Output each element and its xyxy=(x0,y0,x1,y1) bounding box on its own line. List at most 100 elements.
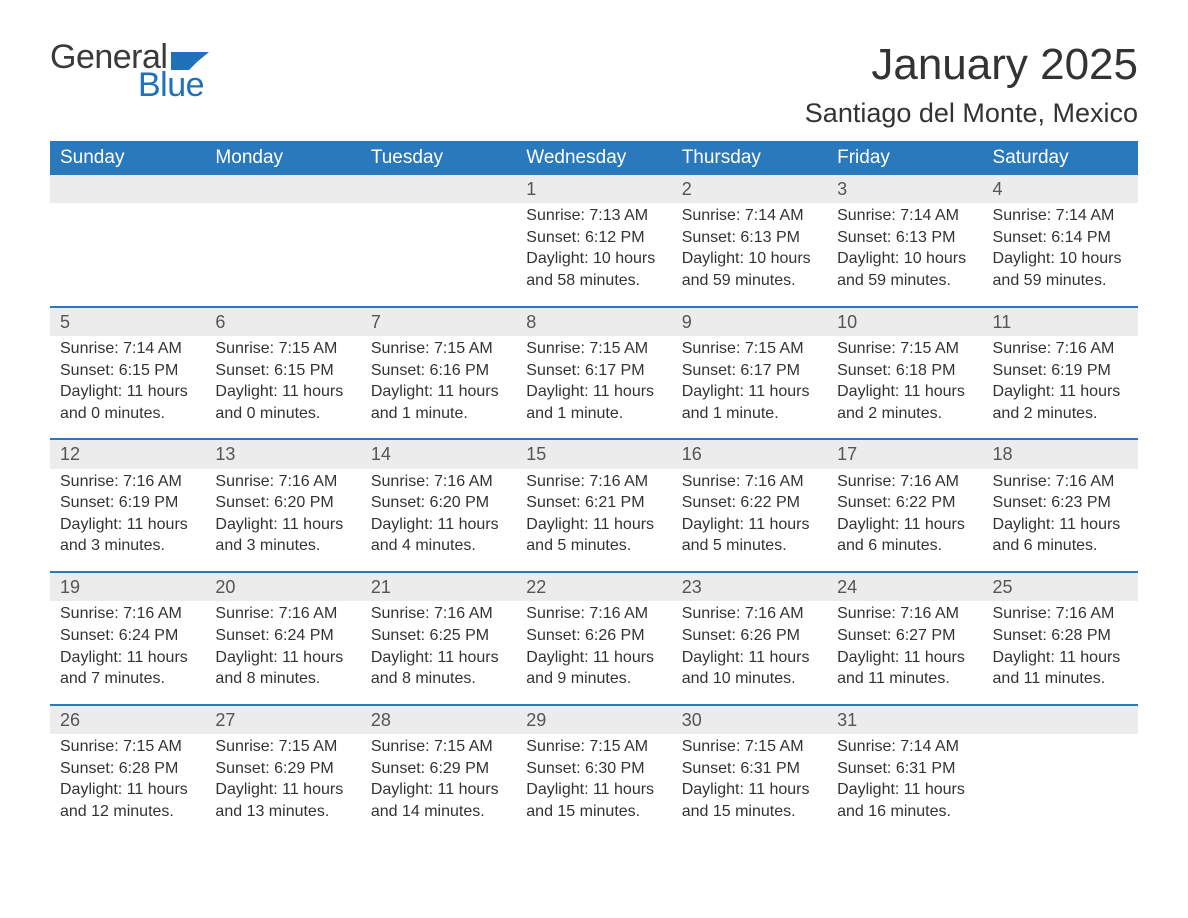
calendar-cell: 30Sunrise: 7:15 AMSunset: 6:31 PMDayligh… xyxy=(672,706,827,837)
day-content: Sunrise: 7:16 AMSunset: 6:28 PMDaylight:… xyxy=(983,601,1138,703)
sunrise-text: Sunrise: 7:15 AM xyxy=(371,736,506,758)
weekday-header: Wednesday xyxy=(516,141,671,175)
weekday-header: Sunday xyxy=(50,141,205,175)
day-content: Sunrise: 7:16 AMSunset: 6:26 PMDaylight:… xyxy=(516,601,671,703)
sunrise-text: Sunrise: 7:16 AM xyxy=(993,603,1128,625)
sunrise-text: Sunrise: 7:14 AM xyxy=(993,205,1128,227)
sunset-text: Sunset: 6:28 PM xyxy=(60,758,195,780)
daylight-text: Daylight: 10 hours and 59 minutes. xyxy=(682,248,817,291)
weekday-header: Friday xyxy=(827,141,982,175)
sunrise-text: Sunrise: 7:15 AM xyxy=(837,338,972,360)
daylight-text: Daylight: 10 hours and 59 minutes. xyxy=(993,248,1128,291)
sunset-text: Sunset: 6:23 PM xyxy=(993,492,1128,514)
daylight-text: Daylight: 11 hours and 4 minutes. xyxy=(371,514,506,557)
day-number: 16 xyxy=(672,440,827,468)
calendar-cell: 15Sunrise: 7:16 AMSunset: 6:21 PMDayligh… xyxy=(516,440,671,571)
sunset-text: Sunset: 6:25 PM xyxy=(371,625,506,647)
daylight-text: Daylight: 10 hours and 58 minutes. xyxy=(526,248,661,291)
sunset-text: Sunset: 6:26 PM xyxy=(526,625,661,647)
day-content: Sunrise: 7:15 AMSunset: 6:30 PMDaylight:… xyxy=(516,734,671,836)
day-content: Sunrise: 7:16 AMSunset: 6:20 PMDaylight:… xyxy=(361,469,516,571)
day-number: 2 xyxy=(672,175,827,203)
day-number: 26 xyxy=(50,706,205,734)
sunset-text: Sunset: 6:26 PM xyxy=(682,625,817,647)
sunset-text: Sunset: 6:28 PM xyxy=(993,625,1128,647)
day-number xyxy=(50,175,205,203)
day-number: 7 xyxy=(361,308,516,336)
calendar-cell: 26Sunrise: 7:15 AMSunset: 6:28 PMDayligh… xyxy=(50,706,205,837)
sunset-text: Sunset: 6:22 PM xyxy=(682,492,817,514)
header: General Blue January 2025 Santiago del M… xyxy=(50,40,1138,129)
sunrise-text: Sunrise: 7:15 AM xyxy=(215,338,350,360)
day-content: Sunrise: 7:15 AMSunset: 6:28 PMDaylight:… xyxy=(50,734,205,836)
day-number: 10 xyxy=(827,308,982,336)
day-number: 29 xyxy=(516,706,671,734)
day-number: 18 xyxy=(983,440,1138,468)
day-number: 21 xyxy=(361,573,516,601)
day-content: Sunrise: 7:15 AMSunset: 6:18 PMDaylight:… xyxy=(827,336,982,438)
calendar-cell: 14Sunrise: 7:16 AMSunset: 6:20 PMDayligh… xyxy=(361,440,516,571)
daylight-text: Daylight: 11 hours and 14 minutes. xyxy=(371,779,506,822)
daylight-text: Daylight: 11 hours and 11 minutes. xyxy=(837,647,972,690)
day-content: Sunrise: 7:16 AMSunset: 6:21 PMDaylight:… xyxy=(516,469,671,571)
daylight-text: Daylight: 10 hours and 59 minutes. xyxy=(837,248,972,291)
calendar-week: 26Sunrise: 7:15 AMSunset: 6:28 PMDayligh… xyxy=(50,704,1138,837)
calendar-cell: 1Sunrise: 7:13 AMSunset: 6:12 PMDaylight… xyxy=(516,175,671,306)
sunrise-text: Sunrise: 7:14 AM xyxy=(60,338,195,360)
calendar-week: 1Sunrise: 7:13 AMSunset: 6:12 PMDaylight… xyxy=(50,175,1138,306)
day-content: Sunrise: 7:16 AMSunset: 6:20 PMDaylight:… xyxy=(205,469,360,571)
day-content: Sunrise: 7:15 AMSunset: 6:17 PMDaylight:… xyxy=(516,336,671,438)
daylight-text: Daylight: 11 hours and 3 minutes. xyxy=(215,514,350,557)
sunrise-text: Sunrise: 7:16 AM xyxy=(837,471,972,493)
calendar-cell: 28Sunrise: 7:15 AMSunset: 6:29 PMDayligh… xyxy=(361,706,516,837)
calendar-cell: 2Sunrise: 7:14 AMSunset: 6:13 PMDaylight… xyxy=(672,175,827,306)
day-content: Sunrise: 7:16 AMSunset: 6:24 PMDaylight:… xyxy=(50,601,205,703)
sunset-text: Sunset: 6:18 PM xyxy=(837,360,972,382)
daylight-text: Daylight: 11 hours and 10 minutes. xyxy=(682,647,817,690)
day-content: Sunrise: 7:15 AMSunset: 6:29 PMDaylight:… xyxy=(361,734,516,836)
daylight-text: Daylight: 11 hours and 3 minutes. xyxy=(60,514,195,557)
sunset-text: Sunset: 6:17 PM xyxy=(682,360,817,382)
weekday-header: Tuesday xyxy=(361,141,516,175)
calendar-cell: 13Sunrise: 7:16 AMSunset: 6:20 PMDayligh… xyxy=(205,440,360,571)
calendar-cell: 20Sunrise: 7:16 AMSunset: 6:24 PMDayligh… xyxy=(205,573,360,704)
sunrise-text: Sunrise: 7:14 AM xyxy=(837,205,972,227)
sunrise-text: Sunrise: 7:16 AM xyxy=(526,471,661,493)
brand-word2: Blue xyxy=(138,68,209,102)
daylight-text: Daylight: 11 hours and 6 minutes. xyxy=(993,514,1128,557)
day-content: Sunrise: 7:16 AMSunset: 6:23 PMDaylight:… xyxy=(983,469,1138,571)
calendar-cell: 19Sunrise: 7:16 AMSunset: 6:24 PMDayligh… xyxy=(50,573,205,704)
day-content: Sunrise: 7:15 AMSunset: 6:29 PMDaylight:… xyxy=(205,734,360,836)
calendar-week: 12Sunrise: 7:16 AMSunset: 6:19 PMDayligh… xyxy=(50,438,1138,571)
calendar-cell xyxy=(205,175,360,306)
title-block: January 2025 Santiago del Monte, Mexico xyxy=(805,40,1138,129)
calendar-cell: 24Sunrise: 7:16 AMSunset: 6:27 PMDayligh… xyxy=(827,573,982,704)
calendar-cell xyxy=(983,706,1138,837)
calendar-cell: 29Sunrise: 7:15 AMSunset: 6:30 PMDayligh… xyxy=(516,706,671,837)
day-content: Sunrise: 7:15 AMSunset: 6:15 PMDaylight:… xyxy=(205,336,360,438)
day-number: 19 xyxy=(50,573,205,601)
day-number: 27 xyxy=(205,706,360,734)
daylight-text: Daylight: 11 hours and 16 minutes. xyxy=(837,779,972,822)
day-content: Sunrise: 7:16 AMSunset: 6:19 PMDaylight:… xyxy=(50,469,205,571)
calendar-body: 1Sunrise: 7:13 AMSunset: 6:12 PMDaylight… xyxy=(50,175,1138,836)
sunrise-text: Sunrise: 7:16 AM xyxy=(993,338,1128,360)
calendar-cell: 21Sunrise: 7:16 AMSunset: 6:25 PMDayligh… xyxy=(361,573,516,704)
sunrise-text: Sunrise: 7:16 AM xyxy=(215,471,350,493)
day-number: 22 xyxy=(516,573,671,601)
calendar-cell: 11Sunrise: 7:16 AMSunset: 6:19 PMDayligh… xyxy=(983,308,1138,439)
weekday-header: Monday xyxy=(205,141,360,175)
day-content: Sunrise: 7:16 AMSunset: 6:19 PMDaylight:… xyxy=(983,336,1138,438)
day-number: 31 xyxy=(827,706,982,734)
sunset-text: Sunset: 6:31 PM xyxy=(682,758,817,780)
day-number: 14 xyxy=(361,440,516,468)
sunset-text: Sunset: 6:30 PM xyxy=(526,758,661,780)
calendar-header-row: SundayMondayTuesdayWednesdayThursdayFrid… xyxy=(50,141,1138,175)
sunset-text: Sunset: 6:19 PM xyxy=(60,492,195,514)
day-content: Sunrise: 7:16 AMSunset: 6:27 PMDaylight:… xyxy=(827,601,982,703)
day-content: Sunrise: 7:14 AMSunset: 6:13 PMDaylight:… xyxy=(672,203,827,305)
sunrise-text: Sunrise: 7:15 AM xyxy=(526,736,661,758)
daylight-text: Daylight: 11 hours and 0 minutes. xyxy=(215,381,350,424)
day-number: 9 xyxy=(672,308,827,336)
daylight-text: Daylight: 11 hours and 15 minutes. xyxy=(682,779,817,822)
